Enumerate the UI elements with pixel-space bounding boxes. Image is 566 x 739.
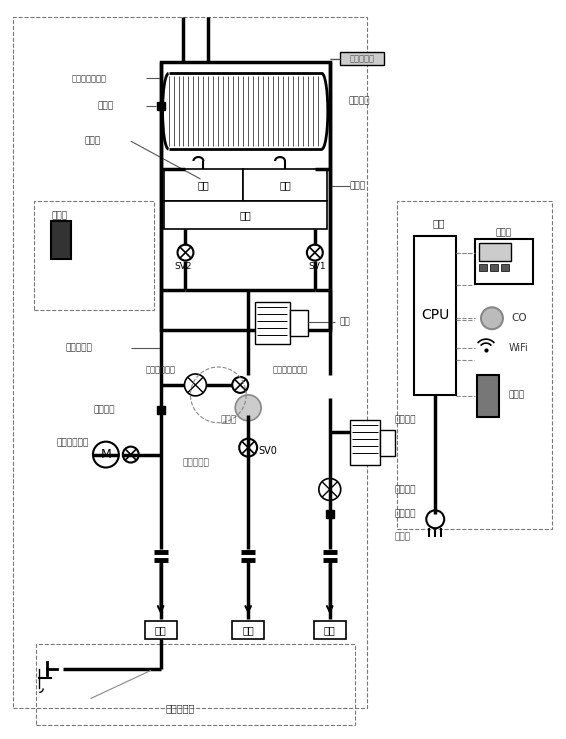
Bar (314, 621, 346, 638)
Text: 点火针: 点火针 (85, 137, 101, 146)
Text: M: M (101, 448, 112, 461)
Text: 电磁阀主阀: 电磁阀主阀 (183, 458, 210, 467)
Circle shape (319, 478, 341, 500)
Text: 热交温: 热交温 (98, 102, 114, 111)
Text: 进气: 进气 (242, 624, 254, 635)
Circle shape (481, 307, 503, 329)
Text: 进水流量: 进水流量 (395, 485, 416, 494)
Circle shape (239, 439, 257, 457)
Bar (161, 61, 330, 330)
Text: 水量伺服电机: 水量伺服电机 (57, 438, 89, 447)
Text: 分段电磁阀: 分段电磁阀 (66, 344, 92, 353)
Text: 进水温度: 进水温度 (395, 510, 416, 519)
Text: 显示板: 显示板 (496, 228, 512, 237)
Text: 风机: 风机 (340, 318, 350, 327)
Text: CPU: CPU (421, 308, 449, 322)
Circle shape (178, 245, 194, 261)
Bar (350, 420, 380, 465)
Bar (157, 406, 165, 414)
Bar (479, 264, 487, 271)
Circle shape (93, 442, 119, 468)
Bar (501, 264, 509, 271)
Bar (340, 52, 384, 64)
Bar (164, 169, 243, 201)
Bar (34, 201, 153, 310)
Bar (51, 221, 71, 259)
Text: 一段: 一段 (279, 180, 291, 190)
Text: 普通磁步进电机: 普通磁步进电机 (272, 366, 307, 375)
Circle shape (232, 377, 248, 393)
Bar (380, 429, 396, 455)
Bar (36, 644, 355, 725)
Text: WiFi: WiFi (509, 343, 529, 353)
Text: 遥控器: 遥控器 (509, 390, 525, 399)
Circle shape (426, 511, 444, 528)
Bar (490, 264, 498, 271)
Text: CO: CO (511, 313, 526, 323)
Text: 防干烧安全装置: 防干烧安全装置 (71, 74, 106, 83)
Text: 三段: 三段 (239, 210, 251, 219)
Text: SV2: SV2 (175, 262, 192, 271)
Bar (164, 201, 327, 228)
Bar (479, 242, 511, 261)
Text: 进水阀: 进水阀 (395, 533, 410, 542)
Circle shape (235, 395, 261, 420)
Text: 二段: 二段 (198, 180, 209, 190)
Bar (232, 621, 264, 638)
Bar (243, 169, 327, 201)
Bar (397, 201, 552, 529)
Text: 温度熔断器: 温度熔断器 (349, 54, 374, 63)
Text: 主板: 主板 (433, 218, 445, 228)
Text: SV0: SV0 (259, 446, 277, 456)
Text: SV1: SV1 (308, 262, 325, 271)
Text: 比例阀: 比例阀 (220, 415, 237, 424)
Text: 点火器: 点火器 (51, 211, 67, 220)
Text: 外循环水路: 外循环水路 (166, 704, 195, 713)
Bar (326, 511, 334, 518)
Bar (157, 102, 165, 110)
Bar (14, 17, 367, 708)
Bar (290, 310, 308, 336)
Text: 出水温度: 出水温度 (93, 405, 115, 415)
Circle shape (123, 446, 139, 463)
Text: 燃烧器: 燃烧器 (350, 181, 366, 191)
Bar (255, 302, 290, 344)
Text: 热交换器: 热交换器 (349, 97, 370, 106)
Bar (414, 236, 456, 395)
Text: 循环水泵: 循环水泵 (395, 415, 416, 424)
Bar (145, 621, 177, 638)
Bar (477, 375, 499, 417)
Text: 出水: 出水 (155, 624, 166, 635)
Circle shape (307, 245, 323, 261)
Text: 普通管水流量: 普通管水流量 (145, 366, 175, 375)
Bar (475, 239, 533, 285)
Text: 进水: 进水 (324, 624, 336, 635)
Circle shape (185, 374, 207, 396)
